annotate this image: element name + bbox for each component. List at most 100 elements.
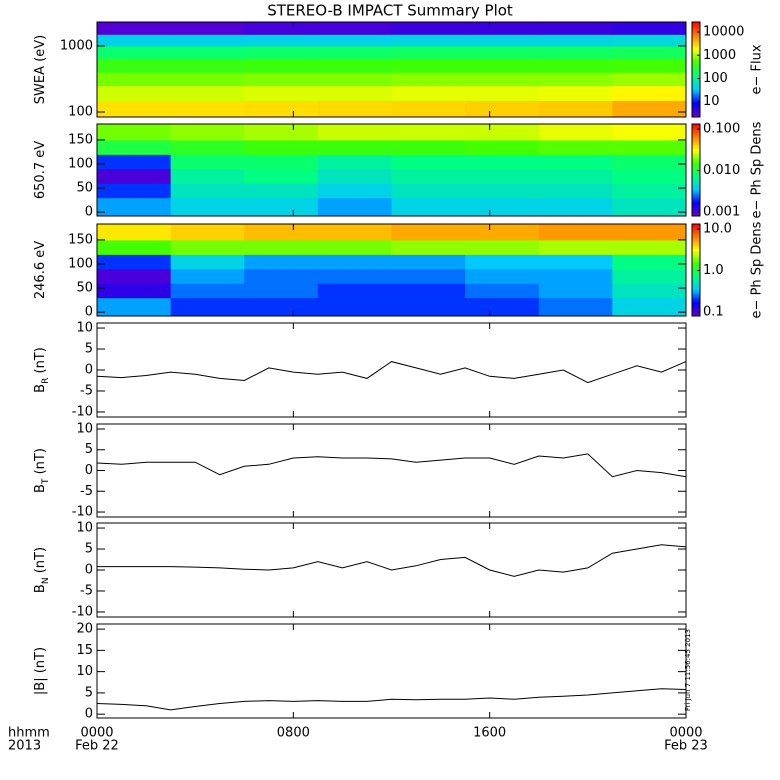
heatmap-cell xyxy=(391,197,466,217)
heatmap-cell xyxy=(317,22,392,35)
panel-frame xyxy=(96,21,687,118)
heatmap-cell xyxy=(612,297,687,317)
colorbar-tick-label: 10 xyxy=(703,94,720,109)
heatmap-cell xyxy=(612,85,687,101)
timestamp: Fri Jun 7 11:56:45 2013 xyxy=(684,629,692,711)
heatmap-cell xyxy=(612,124,687,141)
y-tick-label: 15 xyxy=(76,643,93,658)
heatmap-cell xyxy=(317,268,392,284)
heatmap-cell xyxy=(612,224,687,241)
heatmap-cell xyxy=(317,139,392,155)
heatmap-cell xyxy=(317,254,392,270)
heatmap-cell xyxy=(170,224,245,241)
heatmap-cell xyxy=(612,72,687,87)
y-axis-label-part: 650.7 eV xyxy=(33,141,48,199)
heatmap-cell xyxy=(465,168,540,184)
heatmap-cell xyxy=(244,139,319,155)
heatmap-cell xyxy=(317,183,392,199)
y-tick-label: 150 xyxy=(68,132,93,147)
heatmap-cell xyxy=(170,268,245,284)
heatmap-cell xyxy=(391,224,466,241)
heatmap-cell xyxy=(170,239,245,255)
heatmap-cell xyxy=(317,58,392,73)
y-axis-label: 246.6 eV xyxy=(33,241,48,299)
y-axis-label: SWEA (eV) xyxy=(33,35,48,104)
heatmap-cell xyxy=(465,22,540,35)
heatmap-cell xyxy=(170,139,245,155)
y-tick-label: 100 xyxy=(68,256,93,271)
heatmap-cell xyxy=(612,239,687,255)
heatmap-cell xyxy=(538,268,613,284)
data-line xyxy=(96,361,687,384)
x-tick-label: 0000 xyxy=(80,726,113,741)
y-tick-label: -5 xyxy=(80,484,93,499)
heatmap-cell xyxy=(538,283,613,299)
y-axis-label-part: (nT) xyxy=(33,547,48,577)
heatmap-cell xyxy=(317,154,392,170)
heatmap-cell xyxy=(465,254,540,270)
heatmap-cell xyxy=(465,45,540,59)
colorbar-label: e− Ph Sp Dens xyxy=(750,121,765,218)
heatmap-cell xyxy=(465,85,540,101)
heatmap-cell xyxy=(391,168,466,184)
heatmap-cell xyxy=(612,183,687,199)
heatmap-cell xyxy=(317,124,392,141)
heatmap-cell xyxy=(170,85,245,101)
heatmap-cell xyxy=(465,224,540,241)
heatmap-cell xyxy=(538,224,613,241)
colorbar-tick-label: 1.0 xyxy=(703,263,724,278)
heatmap-cell xyxy=(244,22,319,35)
heatmap-cell xyxy=(97,268,172,284)
date-label: Feb 22 xyxy=(75,739,119,754)
heatmap-cell xyxy=(465,72,540,87)
heatmap-cell xyxy=(97,58,172,73)
y-tick-label: 0 xyxy=(85,563,93,578)
heatmap-cell xyxy=(97,85,172,101)
y-tick-label: 10 xyxy=(76,521,93,536)
heatmap-cell xyxy=(170,100,245,118)
heatmap-cell xyxy=(538,197,613,217)
data-line xyxy=(96,453,687,478)
heatmap-cell xyxy=(465,297,540,317)
heatmap-cell xyxy=(97,34,172,47)
heatmap-cell xyxy=(612,34,687,47)
heatmap-cell xyxy=(244,297,319,317)
x-tick-label: 0000 xyxy=(669,726,702,741)
y-tick-label: 0 xyxy=(85,205,93,220)
heatmap-cell xyxy=(465,154,540,170)
heatmap-cell xyxy=(244,283,319,299)
heatmap-cell xyxy=(244,72,319,87)
colorbar-label: e− Ph Sp Dens xyxy=(750,221,765,318)
y-tick-label: 0 xyxy=(85,363,93,378)
heatmap-cell xyxy=(97,100,172,118)
y-tick-label: -10 xyxy=(72,604,93,619)
colorbar-tick-label: 100 xyxy=(703,71,728,86)
heatmap-cell xyxy=(170,124,245,141)
y-tick-label: 10 xyxy=(76,421,93,436)
heatmap-cell xyxy=(391,297,466,317)
heatmap-cell xyxy=(538,124,613,141)
heatmap-cell xyxy=(244,45,319,59)
y-tick-label: 0 xyxy=(85,463,93,478)
heatmap-cell xyxy=(612,197,687,217)
heatmap-cell xyxy=(465,139,540,155)
x-tick-label: 0800 xyxy=(277,726,310,741)
y-axis-label-part: |B| (nT) xyxy=(33,647,48,695)
heatmap-cell xyxy=(391,283,466,299)
x-tick-label: 1600 xyxy=(473,726,506,741)
heatmap-cell xyxy=(97,239,172,255)
heatmap-cell xyxy=(97,124,172,141)
y-tick-label: 50 xyxy=(76,181,93,196)
y-tick-label: 20 xyxy=(76,622,93,637)
heatmap-cell xyxy=(538,239,613,255)
y-axis-label-part: N xyxy=(41,577,51,584)
heatmap-cell xyxy=(391,58,466,73)
date-label: Feb 23 xyxy=(664,739,708,754)
heatmap-cell xyxy=(170,254,245,270)
heatmap-cell xyxy=(97,183,172,199)
data-line xyxy=(97,544,687,577)
heatmap-cell xyxy=(317,72,392,87)
y-tick-label: -5 xyxy=(80,383,93,398)
heatmap-cell xyxy=(244,34,319,47)
